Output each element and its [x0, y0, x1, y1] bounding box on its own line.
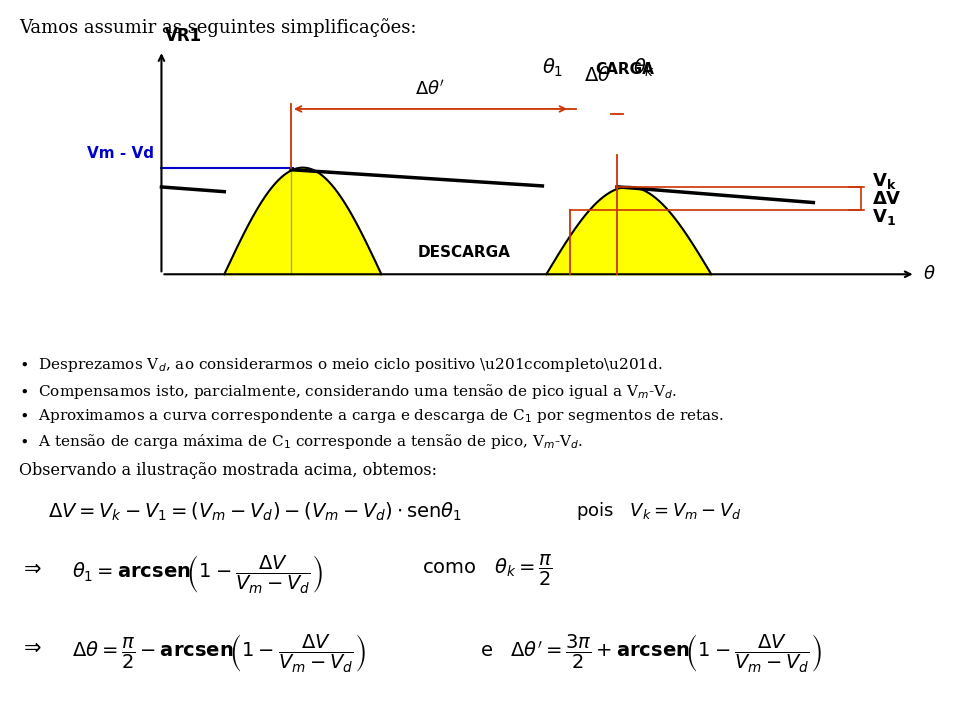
Text: $\Rightarrow$: $\Rightarrow$ — [19, 558, 41, 578]
Text: pois   $V_k = V_m - V_d$: pois $V_k = V_m - V_d$ — [576, 500, 742, 523]
Text: $\Delta V = V_k - V_1 = \left(V_m - V_d\right) - \left(V_m - V_d\right)\cdot \ma: $\Delta V = V_k - V_1 = \left(V_m - V_d\… — [48, 500, 462, 523]
Text: Observando a ilustração mostrada acima, obtemos:: Observando a ilustração mostrada acima, … — [19, 462, 437, 480]
Text: DESCARGA: DESCARGA — [418, 246, 511, 261]
Text: e   $\Delta\theta' = \dfrac{3\pi}{2} + \mathbf{arcsen}\!\left(1 - \dfrac{\Delta : e $\Delta\theta' = \dfrac{3\pi}{2} + \ma… — [480, 632, 822, 674]
Text: VR1: VR1 — [165, 27, 203, 45]
Text: $\bullet$  A tensão de carga máxima de C$_1$ corresponde a tensão de pico, V$_m$: $\bullet$ A tensão de carga máxima de C$… — [19, 432, 584, 451]
Text: $\theta_k$: $\theta_k$ — [634, 57, 656, 79]
Text: $\Delta\theta = \dfrac{\pi}{2} - \mathbf{arcsen}\!\left(1 - \dfrac{\Delta V}{V_m: $\Delta\theta = \dfrac{\pi}{2} - \mathbf… — [72, 632, 366, 674]
Text: como   $\theta_k = \dfrac{\pi}{2}$: como $\theta_k = \dfrac{\pi}{2}$ — [422, 553, 553, 588]
Text: $\theta_1$: $\theta_1$ — [542, 57, 564, 79]
Text: $\mathbf{V_1}$: $\mathbf{V_1}$ — [873, 207, 897, 227]
Text: $\bullet$  Compensamos isto, parcialmente, considerando uma tensão de pico igual: $\bullet$ Compensamos isto, parcialmente… — [19, 382, 677, 400]
Text: $\mathbf{\Delta V}$: $\mathbf{\Delta V}$ — [873, 189, 902, 207]
Text: $\Delta\theta'$: $\Delta\theta'$ — [416, 79, 445, 98]
Text: $\mathbf{V_k}$: $\mathbf{V_k}$ — [873, 171, 897, 192]
Text: $\theta$: $\theta$ — [924, 265, 936, 283]
Text: $\Delta\theta$: $\Delta\theta$ — [584, 66, 611, 86]
Text: $\bullet$  Aproximamos a curva correspondente a carga e descarga de C$_1$ por se: $\bullet$ Aproximamos a curva correspond… — [19, 407, 724, 425]
Text: $\bullet$  Desprezamos V$_d$, ao considerarmos o meio ciclo positivo \u201ccompl: $\bullet$ Desprezamos V$_d$, ao consider… — [19, 356, 662, 374]
Text: Vm - Vd: Vm - Vd — [86, 146, 154, 161]
Text: $\Rightarrow$: $\Rightarrow$ — [19, 637, 41, 657]
Text: Vamos assumir as seguintes simplificações:: Vamos assumir as seguintes simplificaçõe… — [19, 18, 417, 37]
Text: $\theta_1 = \mathbf{arcsen}\!\left(1 - \dfrac{\Delta V}{V_m - V_d}\right)$: $\theta_1 = \mathbf{arcsen}\!\left(1 - \… — [72, 553, 323, 595]
Text: CARGA: CARGA — [595, 62, 655, 77]
